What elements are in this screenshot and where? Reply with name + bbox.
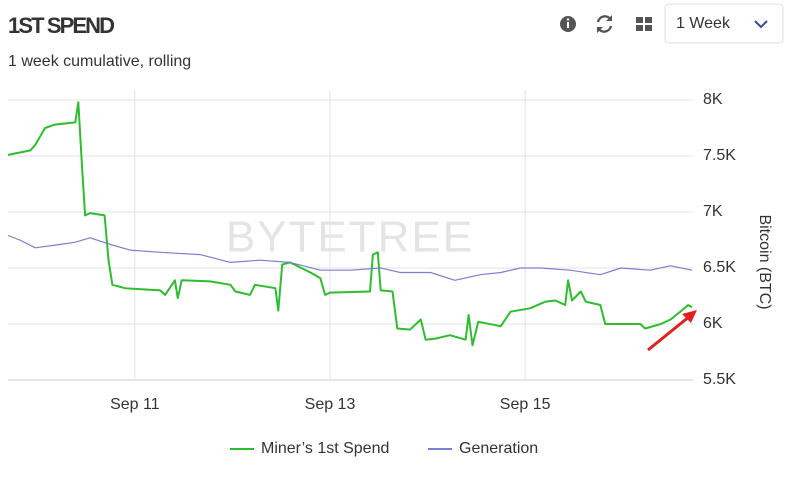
legend-label: Generation <box>459 440 538 457</box>
refresh-arrows <box>597 15 612 33</box>
chart-title: 1ST SPEND <box>8 13 115 38</box>
y-tick-label: 8K <box>703 91 723 108</box>
legend: Miner’s 1st Spend Generation <box>230 440 538 457</box>
legend-item[interactable]: Generation <box>428 440 538 457</box>
series-line <box>7 234 693 281</box>
x-tick-label: Sep 13 <box>305 396 356 413</box>
y-tick-label: 7.5K <box>703 147 736 164</box>
dropdown-label: 1 Week <box>676 15 731 32</box>
y-tick-label: 6K <box>703 315 723 332</box>
info-icon-bar <box>567 22 569 28</box>
annotation-arrowhead <box>682 310 697 323</box>
dropdown-box <box>664 3 784 44</box>
plot-area: 5.5K 6K 6.5K 7K 7.5K 8K Sep 11 Sep 13 Sep 15 <box>7 90 736 413</box>
watermark: BYTETREE <box>226 213 474 262</box>
series-line <box>7 101 693 347</box>
range-dropdown[interactable]: 1 Week <box>664 3 784 44</box>
dropdown-chevron <box>754 20 768 29</box>
x-tick-label: Sep 11 <box>110 396 160 413</box>
chart-subtitle: 1 week cumulative, rolling <box>8 53 191 70</box>
layout-button[interactable] <box>636 17 652 31</box>
y-axis-title: Bitcoin (BTC) <box>756 214 773 309</box>
grid-icon-cell <box>645 25 652 31</box>
grid-icon-cell <box>645 17 652 23</box>
legend-item[interactable]: Miner’s 1st Spend <box>230 440 389 457</box>
y-tick-label: 5.5K <box>703 371 736 388</box>
x-tick-label: Sep 15 <box>500 396 551 413</box>
y-tick-label: 6.5K <box>703 259 736 276</box>
annotation-arrow <box>647 314 691 352</box>
refresh-button[interactable] <box>596 15 613 33</box>
legend-label: Miner’s 1st Spend <box>261 440 389 457</box>
grid-icon-cell <box>636 17 643 23</box>
y-tick-label: 7K <box>703 203 723 220</box>
info-icon-dot <box>566 18 570 21</box>
grid-icon-cell <box>636 25 643 31</box>
info-button[interactable] <box>560 16 576 32</box>
